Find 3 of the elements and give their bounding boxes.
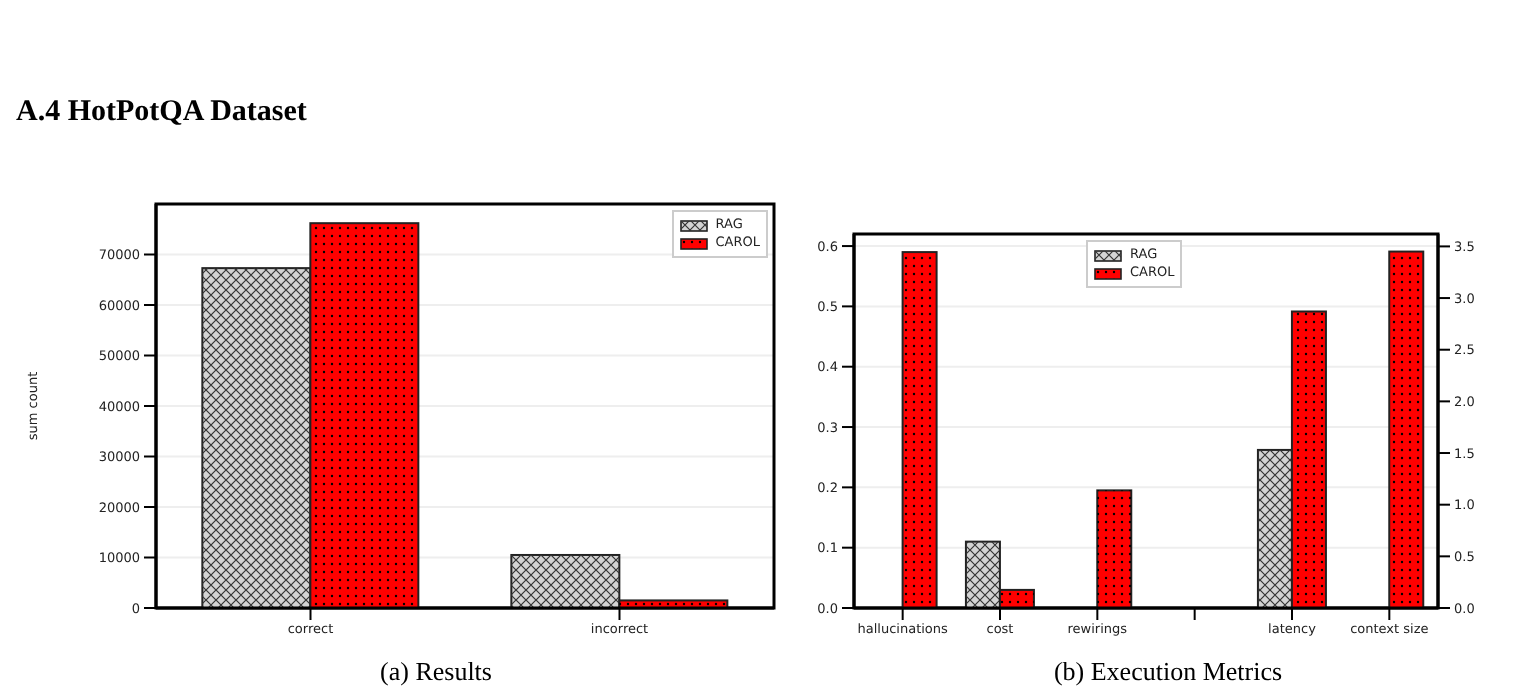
chart-title: A.4 HotPotQA Dataset [16,96,307,130]
text: (b) Execution Metrics [1051,656,1285,688]
text: (a) Results [378,656,494,688]
